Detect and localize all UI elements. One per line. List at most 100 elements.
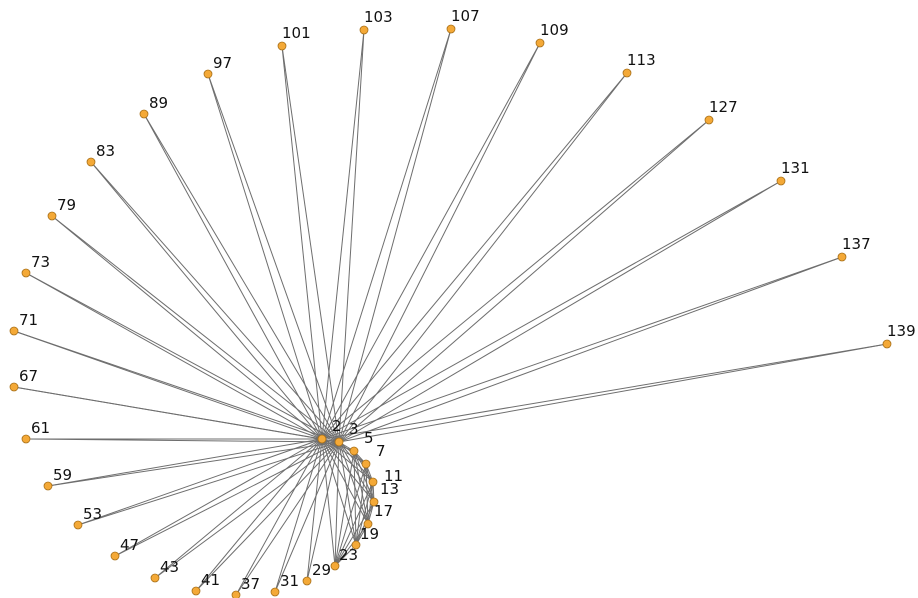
node-59[interactable] (43, 481, 53, 491)
edge-2-101 (281, 45, 323, 440)
node-label-127: 127 (709, 98, 738, 116)
node-67[interactable] (9, 382, 19, 392)
edge-3-89 (143, 113, 340, 443)
node-13[interactable] (369, 497, 379, 507)
edge-17-23 (334, 523, 369, 567)
node-2[interactable] (317, 434, 327, 444)
edge-2-137 (321, 256, 843, 440)
node-17[interactable] (363, 519, 373, 529)
edge-3-131 (338, 180, 782, 443)
edge-3-41 (195, 441, 340, 592)
edge-3-67 (13, 386, 340, 443)
edge-3-101 (281, 45, 340, 443)
node-47[interactable] (110, 551, 120, 561)
node-19[interactable] (351, 540, 361, 550)
node-label-97: 97 (213, 54, 232, 72)
node-73[interactable] (21, 268, 31, 278)
node-label-29: 29 (312, 561, 331, 579)
node-127[interactable] (704, 115, 714, 125)
edge-3-23 (334, 441, 340, 567)
node-label-101: 101 (282, 24, 311, 42)
edge-3-79 (51, 215, 340, 443)
edge-3-37 (235, 441, 340, 596)
node-label-71: 71 (19, 311, 38, 329)
node-label-73: 73 (31, 253, 50, 271)
edge-7-17 (365, 463, 369, 525)
node-label-3: 3 (349, 420, 359, 438)
edge-13-23 (334, 501, 375, 567)
node-107[interactable] (446, 24, 456, 34)
node-label-103: 103 (364, 8, 393, 26)
node-label-113: 113 (627, 51, 656, 69)
edge-2-113 (321, 72, 628, 440)
edge-2-131 (321, 180, 782, 440)
edge-3-109 (338, 42, 541, 443)
node-83[interactable] (86, 157, 96, 167)
edge-3-59 (47, 441, 340, 487)
node-label-109: 109 (540, 21, 569, 39)
node-43[interactable] (150, 573, 160, 583)
node-41[interactable] (191, 586, 201, 596)
node-113[interactable] (622, 68, 632, 78)
edge-2-73 (25, 272, 323, 440)
edge-2-109 (321, 42, 541, 440)
edge-3-61 (25, 438, 340, 443)
edge-2-97 (207, 73, 323, 440)
node-79[interactable] (47, 211, 57, 221)
edge-11-19 (355, 481, 374, 546)
edge-3-47 (114, 441, 340, 557)
node-11[interactable] (368, 477, 378, 487)
node-7[interactable] (361, 459, 371, 469)
node-131[interactable] (776, 176, 786, 186)
labels-layer: 2 3 57111317192329313741434753596167717379… (19, 7, 916, 593)
node-label-89: 89 (149, 94, 168, 112)
edge-3-43 (154, 441, 340, 579)
node-23[interactable] (330, 561, 340, 571)
node-label-11: 11 (384, 467, 403, 485)
edges-layer (13, 28, 888, 596)
edge-7-23 (334, 463, 367, 567)
edge-3-97 (207, 73, 340, 443)
node-label-2: 2 (332, 417, 342, 435)
edge-3-31 (274, 441, 340, 593)
node-label-19: 19 (360, 525, 379, 543)
node-89[interactable] (139, 109, 149, 119)
edge-5-17 (353, 450, 369, 525)
node-label-59: 59 (53, 466, 72, 484)
node-53[interactable] (73, 520, 83, 530)
node-137[interactable] (837, 252, 847, 262)
node-label-7: 7 (376, 442, 386, 460)
node-label-67: 67 (19, 367, 38, 385)
node-label-139: 139 (887, 322, 916, 340)
node-109[interactable] (535, 38, 545, 48)
edge-2-13 (321, 438, 375, 503)
edge-3-29 (306, 441, 340, 582)
node-29[interactable] (302, 576, 312, 586)
node-71[interactable] (9, 326, 19, 336)
node-5[interactable] (349, 446, 359, 456)
edge-5-19 (353, 450, 357, 546)
edge-2-41 (195, 438, 323, 592)
node-label-137: 137 (842, 235, 871, 253)
node-31[interactable] (270, 587, 280, 597)
edge-3-17 (338, 441, 369, 525)
nodes-layer (9, 24, 892, 598)
node-101[interactable] (277, 41, 287, 51)
node-3[interactable] (334, 437, 344, 447)
edge-2-127 (321, 119, 710, 440)
node-61[interactable] (21, 434, 31, 444)
edge-2-139 (321, 343, 888, 440)
node-label-131: 131 (781, 159, 810, 177)
node-139[interactable] (882, 339, 892, 349)
edge-2-43 (154, 438, 323, 579)
edge-3-19 (338, 441, 357, 546)
node-label-31: 31 (280, 572, 299, 590)
edge-2-23 (321, 438, 336, 567)
node-103[interactable] (359, 25, 369, 35)
node-37[interactable] (231, 590, 241, 598)
edge-2-89 (143, 113, 323, 440)
node-label-107: 107 (451, 7, 480, 25)
node-97[interactable] (203, 69, 213, 79)
edge-3-71 (13, 330, 340, 443)
